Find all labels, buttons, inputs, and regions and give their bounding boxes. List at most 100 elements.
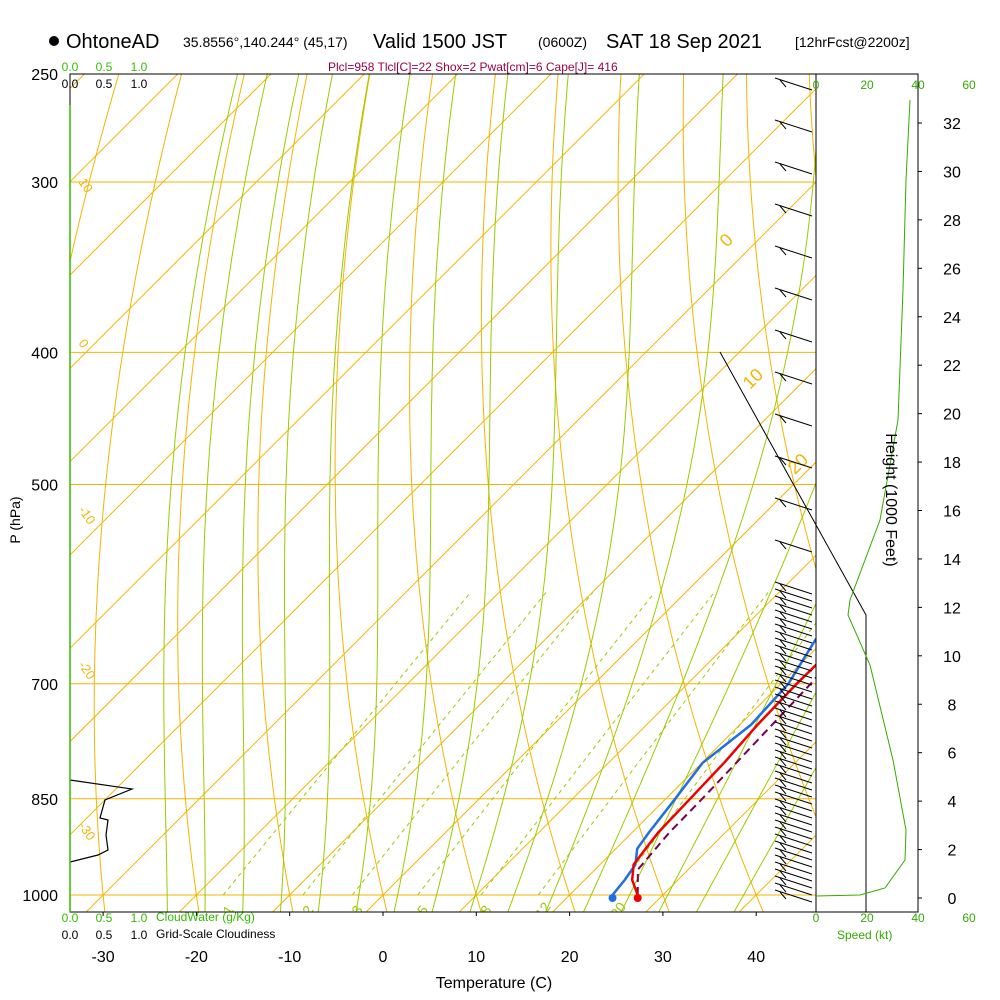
wind-barb (774, 784, 813, 798)
temperature-tick-label: -10 (278, 949, 301, 966)
height-tick-label: 6 (948, 746, 957, 763)
station-name: OhtoneAD (66, 31, 159, 53)
isotherm-line (70, 74, 272, 276)
mixing-ratio-label: 8 (477, 902, 495, 918)
height-tick-label: 26 (943, 261, 961, 278)
isotherm-line (70, 74, 645, 649)
speed-tick-top: 0 (813, 78, 820, 92)
wind-barb-tick (779, 842, 787, 851)
height-tick-label: 30 (943, 164, 961, 181)
pressure-tick-label: 400 (31, 345, 58, 362)
valid-date: SAT 18 Sep 2021 (606, 31, 762, 53)
wind-barb (774, 728, 813, 742)
isotherm-line (458, 554, 816, 912)
wind-barb-tick (779, 751, 787, 760)
cloudiness-tick-bottom: 0.5 (96, 928, 113, 942)
wind-barb (774, 791, 813, 805)
cloudwater-tick-bottom: 0.0 (62, 911, 79, 925)
valid-time: Valid 1500 JST (373, 31, 507, 53)
speed-tick-bottom: 60 (962, 911, 976, 925)
temperature-tick-label: -30 (92, 949, 115, 966)
wind-barb (774, 812, 813, 826)
dewpoint-line (611, 637, 816, 896)
wind-barbs (774, 77, 813, 903)
wind-barb-tick (779, 709, 787, 718)
wind-barb-tick (779, 653, 787, 662)
wind-barb-tick (779, 590, 787, 599)
moist-adiabat-line (393, 74, 457, 912)
station-coords: 35.8556°,140.244° (45,17) (183, 34, 348, 50)
moist-adiabat-line (545, 74, 724, 912)
speed-tick-bottom: 0 (813, 911, 820, 925)
moist-adiabat-line (241, 74, 300, 912)
wind-barb-tick (779, 604, 787, 613)
wind-barb-tick (779, 373, 787, 382)
wind-barb-tick (779, 800, 787, 809)
dry-adiabat-line (93, 74, 183, 912)
wind-barb (774, 770, 813, 784)
mixing-ratio-label: 5 (414, 902, 432, 918)
wind-barb (774, 882, 813, 896)
wind-barb-tick (779, 625, 787, 634)
moist-adiabat-label: 10 (739, 365, 767, 393)
temperature-tick-label: 20 (561, 949, 579, 966)
pressure-tick-label: 300 (31, 175, 58, 192)
station-bullet-icon (49, 36, 59, 46)
isotherm-line (70, 74, 552, 556)
wind-barb-tick (779, 863, 787, 872)
wind-barb-tick (779, 730, 787, 739)
wind-barb-tick (779, 646, 787, 655)
wind-barb-tick (779, 737, 787, 746)
mixing-ratio-line (352, 592, 594, 896)
pressure-tick-label: 250 (31, 67, 58, 84)
wind-barb-tick (779, 415, 787, 424)
wind-barb (774, 413, 813, 427)
dry-adiabat-line (985, 0, 1000, 924)
dry-adiabat-label: -30 (76, 819, 99, 843)
cloudiness-tick-top: 0.0 (62, 77, 79, 91)
wind-barb (774, 455, 813, 469)
wind-barb (774, 497, 813, 511)
moist-adiabat-line (733, 766, 816, 912)
wind-barb-tick (779, 793, 787, 802)
wind-barb-tick (779, 849, 787, 858)
dry-adiabat-line (550, 74, 670, 912)
wind-barb-tick (779, 674, 787, 683)
speed-tick-bottom: 40 (911, 911, 925, 925)
wind-barb-tick (779, 765, 787, 774)
moist-adiabat-line (658, 602, 816, 912)
wind-barb (774, 840, 813, 854)
mixing-ratio-line (480, 592, 715, 896)
wind-barb-tick (779, 660, 787, 669)
mixing-ratio-line (537, 592, 769, 896)
wind-barb-tick (779, 695, 787, 704)
mixing-ratio-label: 1 (219, 902, 237, 918)
height-tick-label: 18 (943, 455, 961, 472)
moist-adiabat-line (279, 74, 334, 912)
isotherm-line (271, 367, 816, 912)
isotherm-line (551, 647, 816, 912)
wind-barb-tick (779, 814, 787, 823)
height-tick-label: 4 (948, 794, 957, 811)
isotherm-line (70, 74, 179, 183)
wind-barb (774, 329, 813, 343)
moist-adiabat-line (582, 143, 816, 912)
temperature-tick-label: -20 (185, 949, 208, 966)
wind-barb (774, 742, 813, 756)
height-tick-label: 10 (943, 649, 961, 666)
isotherm-line (178, 274, 816, 912)
wind-barb (774, 616, 813, 630)
speed-tick-top: 60 (962, 78, 976, 92)
wind-barb (774, 686, 813, 700)
wind-barb (774, 651, 813, 665)
pressure-tick-label: 850 (31, 792, 58, 809)
wind-barb-tick (779, 667, 787, 676)
height-tick-label: 22 (943, 358, 961, 375)
wind-barb (774, 805, 813, 819)
moist-adiabat-line (620, 481, 816, 912)
wind-barb-tick (779, 688, 787, 697)
dry-adiabat-label: 10 (76, 175, 97, 195)
wind-barb-tick (779, 821, 787, 830)
dry-adiabat-label: -10 (76, 503, 99, 527)
